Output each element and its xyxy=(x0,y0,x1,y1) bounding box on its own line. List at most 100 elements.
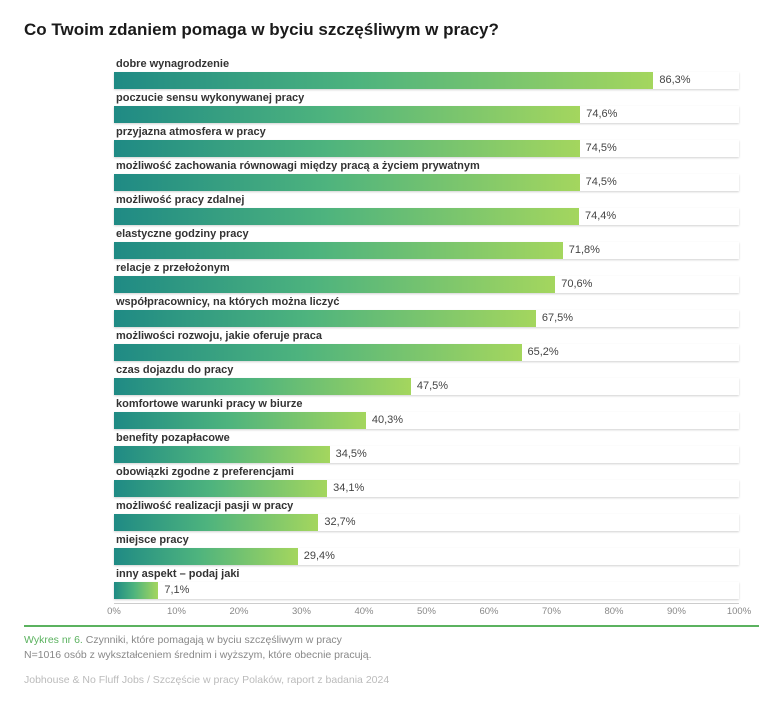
bar-fill xyxy=(114,208,579,225)
bar-row: współpracownicy, na których można liczyć… xyxy=(114,296,739,327)
bar-label: przyjazna atmosfera w pracy xyxy=(114,126,739,138)
bar-fill xyxy=(114,310,536,327)
chart-title: Co Twoim zdaniem pomaga w byciu szczęśli… xyxy=(24,20,759,40)
bar-fill xyxy=(114,548,298,565)
bar-fill xyxy=(114,106,580,123)
bar-track: 86,3% xyxy=(114,72,739,89)
x-tick: 40% xyxy=(354,606,373,617)
bar-label: benefity pozapłacowe xyxy=(114,432,739,444)
bar-row: możliwość realizacji pasji w pracy 32,7% xyxy=(114,500,739,531)
bar-label: elastyczne godziny pracy xyxy=(114,228,739,240)
bar-label: komfortowe warunki pracy w biurze xyxy=(114,398,739,410)
bar-row: czas dojazdu do pracy 47,5% xyxy=(114,364,739,395)
bar-row: dobre wynagrodzenie 86,3% xyxy=(114,58,739,89)
x-tick: 100% xyxy=(727,606,751,617)
caption-line2: N=1016 osób z wykształceniem średnim i w… xyxy=(24,649,372,661)
bar-fill xyxy=(114,480,327,497)
bar-row: poczucie sensu wykonywanej pracy 74,6% xyxy=(114,92,739,123)
bar-value: 47,5% xyxy=(411,378,448,395)
bar-track: 65,2% xyxy=(114,344,739,361)
bar-label: dobre wynagrodzenie xyxy=(114,58,739,70)
bar-value: 34,5% xyxy=(330,446,367,463)
x-tick: 20% xyxy=(229,606,248,617)
caption-divider xyxy=(24,625,759,627)
bar-row: miejsce pracy 29,4% xyxy=(114,534,739,565)
bar-fill xyxy=(114,174,580,191)
x-tick: 70% xyxy=(542,606,561,617)
x-tick: 50% xyxy=(417,606,436,617)
bar-track: 47,5% xyxy=(114,378,739,395)
bar-row: przyjazna atmosfera w pracy 74,5% xyxy=(114,126,739,157)
chart-caption: Wykres nr 6. Czynniki, które pomagają w … xyxy=(24,633,759,662)
bar-fill xyxy=(114,378,411,395)
bar-label: inny aspekt – podaj jaki xyxy=(114,568,739,580)
bar-label: możliwość realizacji pasji w pracy xyxy=(114,500,739,512)
bar-label: czas dojazdu do pracy xyxy=(114,364,739,376)
bar-row: benefity pozapłacowe 34,5% xyxy=(114,432,739,463)
bar-label: współpracownicy, na których można liczyć xyxy=(114,296,739,308)
bar-track: 7,1% xyxy=(114,582,739,599)
bar-value: 29,4% xyxy=(298,548,335,565)
bar-track: 74,5% xyxy=(114,140,739,157)
bar-track: 71,8% xyxy=(114,242,739,259)
bar-label: miejsce pracy xyxy=(114,534,739,546)
bar-track: 70,6% xyxy=(114,276,739,293)
bar-fill xyxy=(114,582,158,599)
bar-value: 70,6% xyxy=(555,276,592,293)
bar-label: możliwość zachowania równowagi między pr… xyxy=(114,160,739,172)
bar-row: możliwość pracy zdalnej 74,4% xyxy=(114,194,739,225)
bar-track: 74,6% xyxy=(114,106,739,123)
x-tick: 80% xyxy=(604,606,623,617)
bar-track: 74,4% xyxy=(114,208,739,225)
footer-credit: Jobhouse & No Fluff Jobs / Szczęście w p… xyxy=(24,674,759,686)
bar-row: relacje z przełożonym 70,6% xyxy=(114,262,739,293)
caption-line1: Czynniki, które pomagają w byciu szczęśl… xyxy=(83,634,342,646)
bar-track: 34,5% xyxy=(114,446,739,463)
bar-track: 74,5% xyxy=(114,174,739,191)
bar-track: 29,4% xyxy=(114,548,739,565)
bar-value: 74,6% xyxy=(580,106,617,123)
x-tick: 30% xyxy=(292,606,311,617)
x-axis: 0%10%20%30%40%50%60%70%80%90%100% xyxy=(114,603,739,619)
bar-value: 67,5% xyxy=(536,310,573,327)
chart-area: dobre wynagrodzenie 86,3% poczucie sensu w… xyxy=(114,58,739,619)
bar-value: 7,1% xyxy=(158,582,189,599)
bar-label: możliwości rozwoju, jakie oferuje praca xyxy=(114,330,739,342)
bar-row: możliwość zachowania równowagi między pr… xyxy=(114,160,739,191)
bar-track: 40,3% xyxy=(114,412,739,429)
bar-track: 34,1% xyxy=(114,480,739,497)
bar-fill xyxy=(114,276,555,293)
bar-fill xyxy=(114,446,330,463)
bar-value: 40,3% xyxy=(366,412,403,429)
bar-value: 86,3% xyxy=(653,72,690,89)
bar-value: 65,2% xyxy=(522,344,559,361)
bar-value: 34,1% xyxy=(327,480,364,497)
bar-value: 74,4% xyxy=(579,208,616,225)
caption-lead: Wykres nr 6. xyxy=(24,634,83,646)
x-tick: 90% xyxy=(667,606,686,617)
bar-row: komfortowe warunki pracy w biurze 40,3% xyxy=(114,398,739,429)
x-tick: 10% xyxy=(167,606,186,617)
bar-label: obowiązki zgodne z preferencjami xyxy=(114,466,739,478)
bar-row: obowiązki zgodne z preferencjami 34,1% xyxy=(114,466,739,497)
bar-row: możliwości rozwoju, jakie oferuje praca 6… xyxy=(114,330,739,361)
bar-label: możliwość pracy zdalnej xyxy=(114,194,739,206)
bar-track: 67,5% xyxy=(114,310,739,327)
bar-fill xyxy=(114,72,653,89)
bar-fill xyxy=(114,140,580,157)
bar-row: elastyczne godziny pracy 71,8% xyxy=(114,228,739,259)
bar-value: 32,7% xyxy=(318,514,355,531)
bar-value: 71,8% xyxy=(563,242,600,259)
x-tick: 60% xyxy=(479,606,498,617)
bar-row: inny aspekt – podaj jaki 7,1% xyxy=(114,568,739,599)
bar-fill xyxy=(114,344,522,361)
x-tick: 0% xyxy=(107,606,121,617)
bar-fill xyxy=(114,412,366,429)
bar-fill xyxy=(114,242,563,259)
bar-value: 74,5% xyxy=(580,174,617,191)
bar-track: 32,7% xyxy=(114,514,739,531)
bar-label: poczucie sensu wykonywanej pracy xyxy=(114,92,739,104)
bar-label: relacje z przełożonym xyxy=(114,262,739,274)
bar-fill xyxy=(114,514,318,531)
bar-value: 74,5% xyxy=(580,140,617,157)
